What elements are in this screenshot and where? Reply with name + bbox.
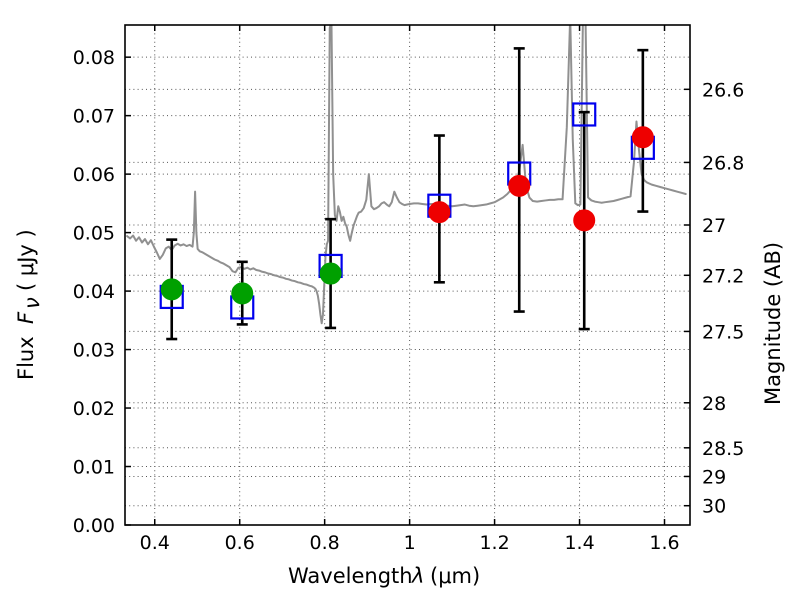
- model-spectrum-line: [126, 25, 687, 325]
- x-axis-title-unit: (μm): [430, 564, 480, 588]
- y-axis-ticks: 0.00 0.01 0.02 0.03 0.04 0.05 0.06 0.07 0.08: [73, 47, 131, 537]
- y-tick-label: 0.04: [73, 281, 115, 303]
- y2-tick-label: 27.2: [702, 265, 744, 287]
- observed-photometry-markers: [160, 126, 654, 305]
- x-axis-title: Wavelength λ (μm): [288, 564, 480, 588]
- x-tick-label: 1.2: [479, 532, 509, 554]
- y2-tick-label: 26.8: [702, 152, 744, 174]
- y-tick-label: 0.06: [73, 164, 115, 186]
- photometry-point: [428, 201, 451, 224]
- y2-tick-label: 28.5: [702, 438, 744, 460]
- y-axis-title-text: Flux: [14, 336, 38, 380]
- photometry-point: [631, 126, 654, 149]
- x-tick-label: 0.4: [140, 532, 170, 554]
- y-axis-title-subscript: ν: [20, 297, 44, 309]
- y-axis-title-symbol: F: [14, 311, 38, 324]
- y-axis-title: Flux F ν ( μJy ): [14, 229, 44, 380]
- photometry-point: [573, 209, 596, 232]
- photometry-point: [160, 278, 183, 301]
- photometry-point: [319, 262, 342, 285]
- y2-axis-title-text: Magnitude (AB): [761, 242, 785, 405]
- y2-tick-label: 26.6: [702, 79, 744, 101]
- grid-lines: [125, 25, 690, 525]
- y-tick-label: 0.01: [73, 457, 115, 479]
- y-tick-label: 0.03: [73, 340, 115, 362]
- y-tick-label: 0.02: [73, 398, 115, 420]
- y-tick-label: 0.05: [73, 223, 115, 245]
- y-tick-label: 0.08: [73, 47, 115, 69]
- x-tick-label: 1.6: [649, 532, 679, 554]
- x-tick-label: 0.6: [225, 532, 255, 554]
- model-photometry-square: [572, 102, 597, 127]
- x-tick-label: 0.8: [310, 532, 340, 554]
- photometry-point: [508, 174, 531, 197]
- x-tick-label: 1: [404, 532, 416, 554]
- y2-axis-ticks: 26.6 26.8 27 27.2 27.5 28 28.5 29 30: [684, 79, 744, 518]
- y2-tick-label: 27.5: [702, 321, 744, 343]
- y-tick-label: 0.07: [73, 106, 115, 128]
- x-axis-ticks: 0.4 0.6 0.8 1 1.2 1.4 1.6: [140, 25, 680, 554]
- x-axis-title-text: Wavelength: [288, 564, 413, 588]
- y2-tick-label: 27: [702, 215, 726, 237]
- x-tick-label: 1.4: [564, 532, 594, 554]
- y2-tick-label: 28: [702, 393, 726, 415]
- y2-tick-label: 29: [702, 466, 726, 488]
- y2-tick-label: 30: [702, 496, 726, 518]
- y2-axis-title: Magnitude (AB): [761, 242, 785, 405]
- y-tick-label: 0.00: [73, 515, 115, 537]
- y-axis-title-unit: ( μJy ): [14, 229, 38, 291]
- x-axis-title-symbol: λ: [411, 564, 424, 588]
- photometry-point: [231, 282, 254, 305]
